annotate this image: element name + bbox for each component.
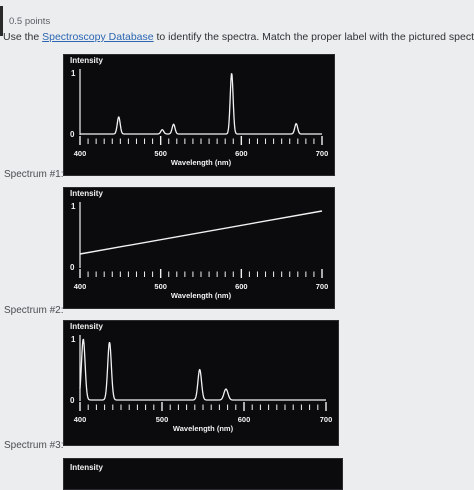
question-marker bbox=[0, 6, 3, 36]
ylabel: Intensity bbox=[70, 322, 103, 331]
spectrum-curve bbox=[80, 73, 322, 135]
spectrum-curve bbox=[79, 338, 326, 401]
question-suffix: to identify the spectra. Match the prope… bbox=[153, 31, 474, 43]
x-tick-label: 700 bbox=[316, 149, 329, 158]
xlabel: Wavelength (nm) bbox=[171, 158, 232, 167]
x-tick-label: 700 bbox=[320, 415, 333, 424]
spectrum-curve bbox=[79, 210, 323, 255]
xlabel: Wavelength (nm) bbox=[173, 424, 234, 433]
question-text: Use the Spectroscopy Database to identif… bbox=[3, 31, 474, 43]
y-tick-label: 1 bbox=[71, 202, 76, 211]
question-prefix: Use the bbox=[3, 31, 43, 43]
x-tick-label: 400 bbox=[74, 149, 87, 158]
spectrum-1-chart: Intensity 1 0 400 500 600 700 Wavelength (nm) bbox=[63, 54, 335, 176]
spectroscopy-database-link[interactable]: Spectroscopy Database bbox=[42, 31, 154, 43]
spectrum-2-label: Spectrum #2: bbox=[4, 305, 64, 316]
y-tick-label: 1 bbox=[71, 69, 76, 78]
spectrum-2-plot: Intensity 1 0 400 500 600 700 Wavelength (nm) bbox=[70, 189, 329, 300]
spectrum-1-label: Spectrum #1: bbox=[4, 169, 64, 180]
x-tick-label: 700 bbox=[316, 282, 329, 291]
x-tick-label: 600 bbox=[238, 415, 251, 424]
x-tick-label: 600 bbox=[235, 282, 248, 291]
y-tick-label: 1 bbox=[71, 335, 76, 344]
xlabel: Wavelength (nm) bbox=[171, 291, 232, 300]
y-tick-label: 0 bbox=[70, 130, 75, 139]
x-tick-label: 500 bbox=[156, 415, 169, 424]
x-tick-label: 500 bbox=[154, 282, 167, 291]
y-tick-label: 0 bbox=[70, 263, 75, 272]
spectrum-2-chart: Intensity 1 0 400 500 600 700 Wavelength (nm) bbox=[63, 187, 335, 309]
spectrum-4-ylabel: Intensity bbox=[70, 463, 103, 472]
points-label: 0.5 points bbox=[9, 16, 51, 27]
spectrum-4-chart: Intensity bbox=[63, 458, 343, 490]
x-tick-label: 400 bbox=[74, 282, 87, 291]
ylabel: Intensity bbox=[70, 56, 103, 65]
y-tick-label: 0 bbox=[70, 396, 75, 405]
ylabel: Intensity bbox=[70, 189, 103, 198]
spectrum-3-chart: Intensity 1 0 400 500 600 700 Wavelength (nm) bbox=[63, 320, 339, 446]
spectrum-3-plot: Intensity 1 0 400 500 600 700 Wavelength (nm) bbox=[70, 322, 333, 433]
x-tick-label: 600 bbox=[235, 149, 248, 158]
spectrum-3-label: Spectrum #3: bbox=[4, 440, 64, 451]
x-tick-label: 500 bbox=[154, 149, 167, 158]
spectrum-1-plot: Intensity 1 0 400 500 600 700 Wavelength (nm) bbox=[70, 56, 329, 167]
x-tick-label: 400 bbox=[74, 415, 87, 424]
